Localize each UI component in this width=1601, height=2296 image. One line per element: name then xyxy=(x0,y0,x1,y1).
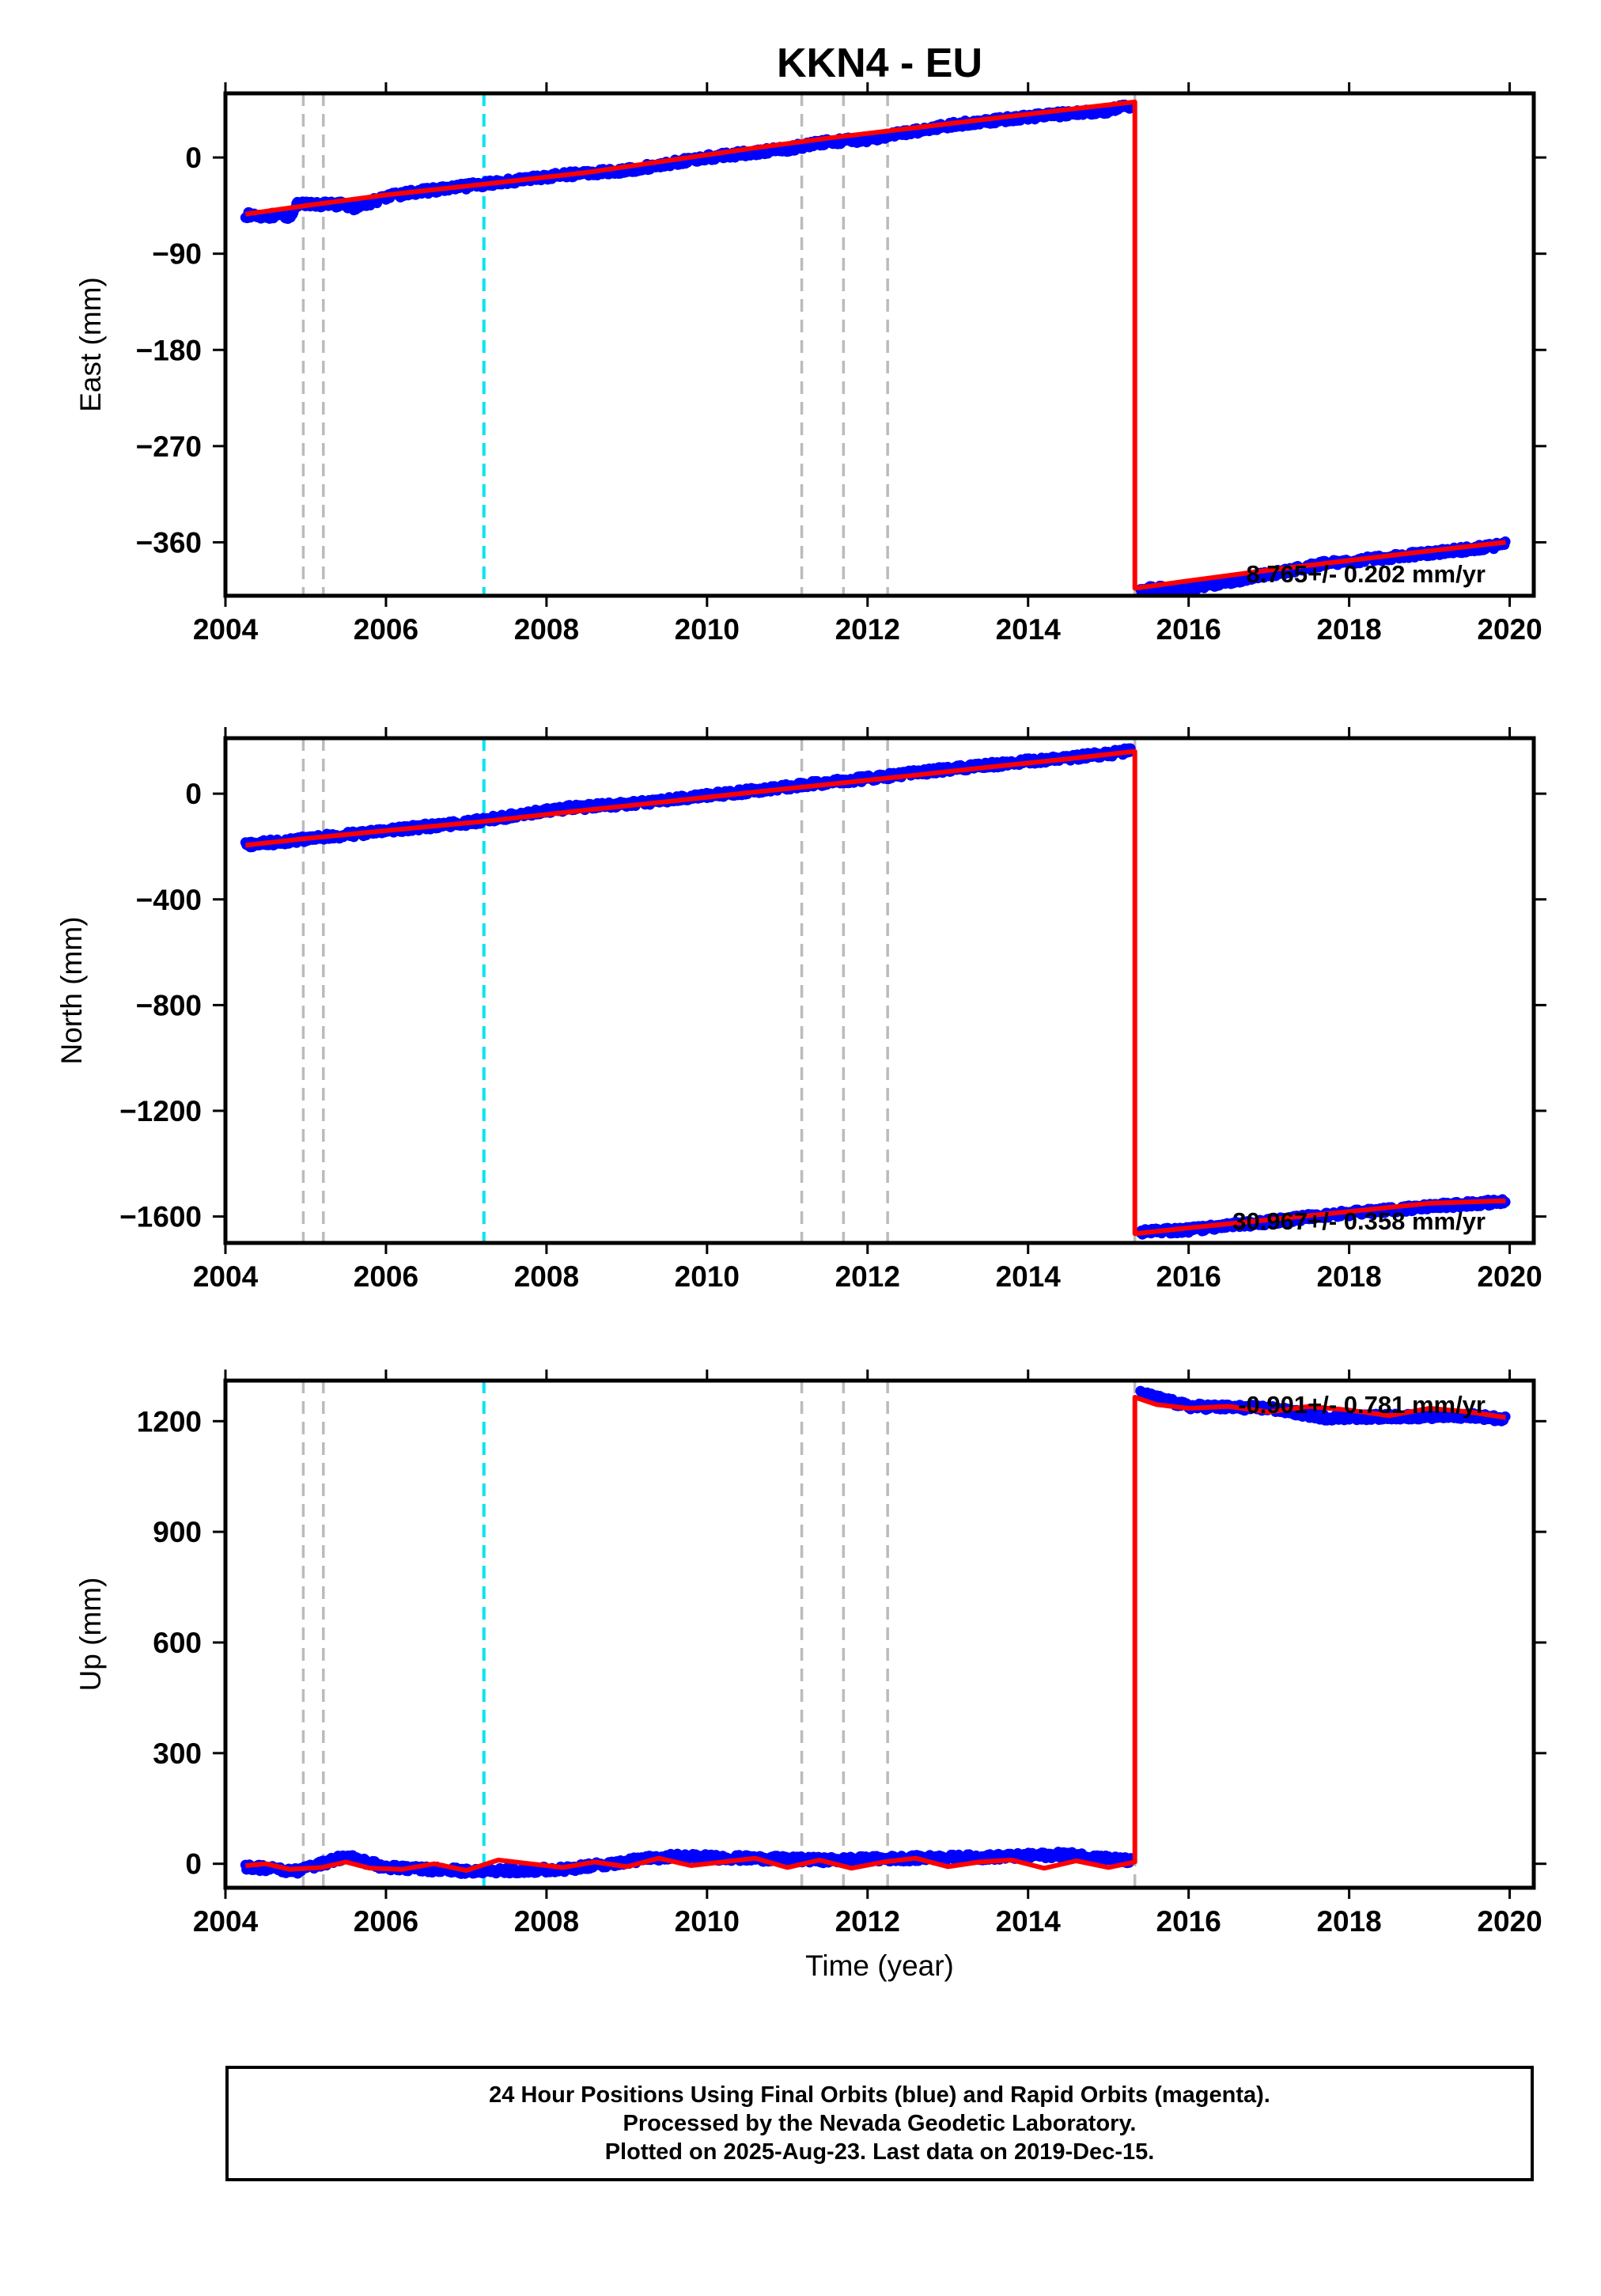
up-xtick-label-5: 2014 xyxy=(996,1905,1062,1938)
up-ytick-label-4: 1200 xyxy=(137,1405,202,1438)
north-ytick-label-3: −1200 xyxy=(119,1095,202,1127)
up-plot-area xyxy=(240,1381,1511,1888)
east-y-axis-title: East (mm) xyxy=(74,277,107,412)
up-ytick-label-0: 0 xyxy=(185,1848,202,1881)
east-panel: 2004 2006 2008 2010 2012 2014 2016 2018 2020 0 −90… xyxy=(74,82,1546,646)
north-model-line xyxy=(245,748,1506,1237)
east-xtick-label-3: 2010 xyxy=(675,613,740,646)
north-ytick-label-0: 0 xyxy=(185,778,202,810)
north-xtick-label-3: 2010 xyxy=(675,1260,740,1293)
up-frame xyxy=(223,1378,1536,1890)
north-plot-area xyxy=(240,738,1511,1243)
north-frame xyxy=(223,736,1536,1245)
chart-title: KKN4 - EU xyxy=(777,40,982,86)
north-ytick-label-4: −1600 xyxy=(119,1201,202,1233)
north-xtick-label-7: 2018 xyxy=(1316,1260,1381,1293)
north-xtick-label-8: 2020 xyxy=(1477,1260,1542,1293)
up-xtick-label-3: 2010 xyxy=(675,1905,740,1938)
east-model-line xyxy=(244,99,1506,591)
up-y-axis-title: Up (mm) xyxy=(74,1578,107,1692)
east-xtick-label-8: 2020 xyxy=(1477,613,1542,646)
up-model-line xyxy=(245,1395,1506,1874)
up-xtick-label-7: 2018 xyxy=(1316,1905,1381,1938)
east-xtick-label-1: 2006 xyxy=(354,613,418,646)
north-rate-label: 30.967+/- 0.358 mm/yr xyxy=(1232,1207,1486,1235)
north-xtick-label-1: 2006 xyxy=(354,1260,418,1293)
up-ytick-label-1: 300 xyxy=(153,1737,202,1770)
east-xtick-label-4: 2012 xyxy=(835,613,900,646)
north-ytick-label-1: −400 xyxy=(136,884,202,916)
up-xtick-label-0: 2004 xyxy=(193,1905,259,1938)
east-ytick-label-3: −270 xyxy=(136,430,202,463)
east-plot-area xyxy=(240,93,1511,596)
footer-line-1: 24 Hour Positions Using Final Orbits (bl… xyxy=(489,2082,1270,2108)
east-rate-label: 8.765+/- 0.202 mm/yr xyxy=(1247,560,1486,588)
up-rate-label: -0.901+/- 0.781 mm/yr xyxy=(1238,1391,1486,1419)
east-xtick-label-7: 2018 xyxy=(1316,613,1381,646)
east-xtick-label-0: 2004 xyxy=(193,613,259,646)
up-ytick-label-2: 600 xyxy=(153,1627,202,1659)
up-panel: 2004 2006 2008 2010 2012 2014 2016 2018 2020 0 300… xyxy=(74,1370,1546,1938)
north-xtick-label-2: 2008 xyxy=(514,1260,579,1293)
north-xtick-label-5: 2014 xyxy=(996,1260,1062,1293)
footer-line-2: Processed by the Nevada Geodetic Laborat… xyxy=(623,2111,1137,2136)
east-ytick-label-2: −180 xyxy=(136,334,202,366)
east-ytick-label-4: −360 xyxy=(136,526,202,559)
up-xtick-label-2: 2008 xyxy=(514,1905,579,1938)
footer-notes: 24 Hour Positions Using Final Orbits (bl… xyxy=(225,2066,1534,2181)
up-ytick-label-3: 900 xyxy=(153,1516,202,1548)
up-xtick-label-8: 2020 xyxy=(1477,1905,1542,1938)
east-ytick-label-0: 0 xyxy=(185,142,202,174)
x-axis-title: Time (year) xyxy=(805,1949,954,1982)
east-frame xyxy=(223,91,1536,598)
north-xtick-label-6: 2016 xyxy=(1156,1260,1221,1293)
east-xtick-label-2: 2008 xyxy=(514,613,579,646)
east-observations xyxy=(240,99,1511,596)
east-xtick-label-5: 2014 xyxy=(996,613,1062,646)
east-ytick-label-1: −90 xyxy=(152,238,202,271)
north-panel: 2004 2006 2008 2010 2012 2014 2016 2018 2020 0 −40… xyxy=(55,727,1546,1293)
north-y-axis-title: North (mm) xyxy=(55,916,88,1064)
up-xtick-label-1: 2006 xyxy=(354,1905,418,1938)
up-xtick-label-6: 2016 xyxy=(1156,1905,1221,1938)
east-xtick-label-6: 2016 xyxy=(1156,613,1221,646)
up-xtick-label-4: 2012 xyxy=(835,1905,900,1938)
north-ytick-label-2: −800 xyxy=(136,989,202,1021)
footer-line-3: Plotted on 2025-Aug-23. Last data on 201… xyxy=(604,2139,1155,2165)
north-observations xyxy=(240,743,1511,1240)
north-xtick-label-4: 2012 xyxy=(835,1260,900,1293)
up-observations xyxy=(240,1385,1511,1879)
north-xtick-label-0: 2004 xyxy=(193,1260,259,1293)
